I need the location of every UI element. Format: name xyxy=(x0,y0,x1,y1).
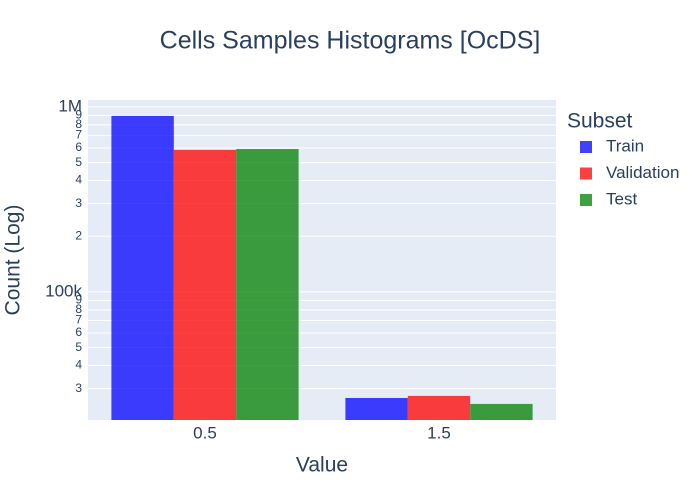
legend-swatch xyxy=(580,167,592,180)
y-tick-label: 9 xyxy=(75,293,82,307)
y-tick-label: 6 xyxy=(75,325,82,339)
y-tick-label: 2 xyxy=(75,228,82,242)
y-tick-label: 7 xyxy=(75,313,82,327)
x-axis-title: Value xyxy=(296,454,348,477)
y-tick-label: 9 xyxy=(75,108,82,122)
x-tick-label: 0.5 xyxy=(193,423,217,442)
bar xyxy=(111,115,174,420)
legend-swatch xyxy=(580,141,592,153)
legend-swatch xyxy=(580,194,592,206)
y-tick-label: 6 xyxy=(75,140,82,154)
y-tick-label: 3 xyxy=(75,381,82,395)
bar xyxy=(470,403,533,420)
legend-label: Test xyxy=(606,189,637,208)
x-tick-label: 1.5 xyxy=(427,423,451,442)
chart-title: Cells Samples Histograms [OcDS] xyxy=(160,27,541,55)
y-tick-label: 8 xyxy=(75,117,82,131)
bar xyxy=(345,397,408,420)
legend-label: Train xyxy=(606,136,644,155)
bar xyxy=(173,149,237,420)
y-tick-label: 100k xyxy=(45,281,82,300)
y-axis-title: Count (Log) xyxy=(2,205,25,316)
y-tick-label: 7 xyxy=(75,128,82,142)
y-tick-label: 3 xyxy=(75,196,82,210)
y-tick-label: 5 xyxy=(75,155,82,169)
y-tick-label: 4 xyxy=(75,358,82,372)
y-tick-label: 5 xyxy=(75,340,82,354)
legend-title: Subset xyxy=(567,110,633,133)
y-tick-label: 1M xyxy=(58,96,82,115)
legend-label: Validation xyxy=(606,163,679,182)
y-tick-label: 4 xyxy=(75,173,82,187)
bar xyxy=(236,149,299,420)
bar xyxy=(407,395,471,420)
y-tick-label: 8 xyxy=(75,302,82,316)
